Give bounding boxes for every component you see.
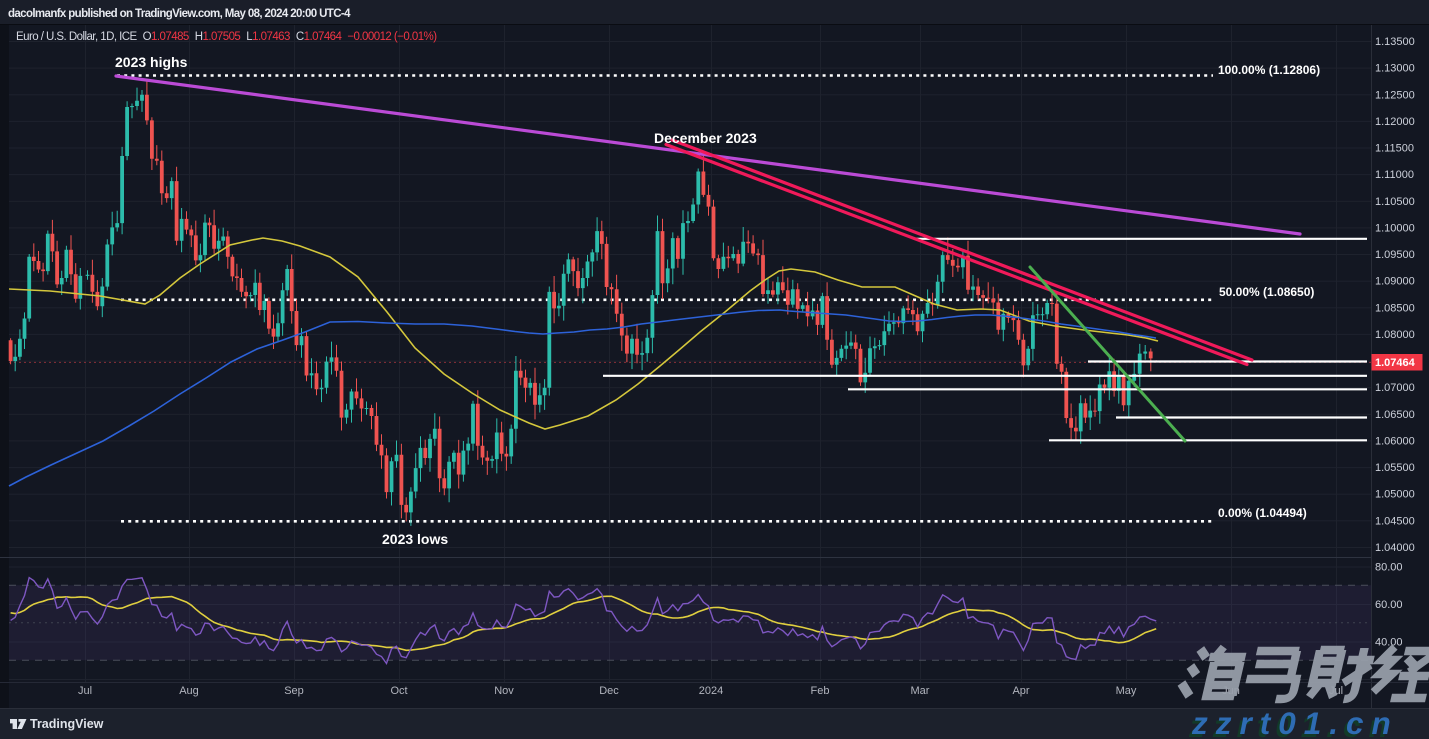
svg-text:Mar: Mar — [911, 685, 930, 697]
svg-text:Aug: Aug — [179, 685, 199, 697]
svg-text:Feb: Feb — [811, 685, 830, 697]
svg-text:1.13500: 1.13500 — [1375, 36, 1415, 48]
svg-text:1.05000: 1.05000 — [1375, 489, 1415, 501]
svg-text:December 2023: December 2023 — [654, 130, 757, 146]
svg-text:zzrt01.cn: zzrt01.cn — [1188, 708, 1396, 739]
svg-text:1.09000: 1.09000 — [1375, 276, 1415, 288]
svg-text:1.07464: 1.07464 — [1375, 357, 1416, 369]
svg-text:2024: 2024 — [699, 685, 723, 697]
svg-text:Jul: Jul — [78, 685, 92, 697]
svg-text:dacolmanfx published on Tradin: dacolmanfx published on TradingView.com,… — [8, 8, 351, 20]
svg-text:1.04500: 1.04500 — [1375, 515, 1415, 527]
svg-text:1.11500: 1.11500 — [1375, 143, 1414, 155]
svg-text:1.08500: 1.08500 — [1375, 302, 1415, 314]
svg-text:1.04000: 1.04000 — [1375, 542, 1415, 554]
svg-text:1.06500: 1.06500 — [1375, 409, 1415, 421]
svg-text:1.07000: 1.07000 — [1375, 382, 1415, 394]
svg-text:1.06000: 1.06000 — [1375, 435, 1415, 447]
svg-text:zzrt01.cn: zzrt01.cn — [1191, 705, 1399, 739]
svg-text:Oct: Oct — [390, 685, 407, 697]
svg-text:Sep: Sep — [284, 685, 304, 697]
svg-text:Apr: Apr — [1012, 685, 1029, 697]
svg-text:100.00% (1.12806): 100.00% (1.12806) — [1218, 63, 1320, 77]
svg-text:1.11000: 1.11000 — [1375, 169, 1414, 181]
svg-text:0.00% (1.04494): 0.00% (1.04494) — [1218, 506, 1307, 520]
svg-text:TradingView: TradingView — [30, 717, 104, 731]
svg-text:1.13000: 1.13000 — [1375, 63, 1415, 75]
svg-text:1.10500: 1.10500 — [1375, 196, 1415, 208]
svg-text:1.12500: 1.12500 — [1375, 89, 1415, 101]
svg-text:60.00: 60.00 — [1375, 599, 1403, 611]
svg-text:1.12000: 1.12000 — [1375, 116, 1415, 128]
svg-text:1.10000: 1.10000 — [1375, 222, 1415, 234]
svg-text:40.00: 40.00 — [1375, 637, 1403, 649]
svg-text:1.09500: 1.09500 — [1375, 249, 1415, 261]
svg-text:1.08000: 1.08000 — [1375, 329, 1415, 341]
svg-text:2023 lows: 2023 lows — [382, 531, 448, 547]
svg-text:2023 highs: 2023 highs — [115, 54, 188, 70]
svg-text:Dec: Dec — [599, 685, 619, 697]
svg-text:50.00% (1.08650): 50.00% (1.08650) — [1219, 285, 1314, 299]
svg-text:80.00: 80.00 — [1375, 562, 1403, 574]
svg-text:1.05500: 1.05500 — [1375, 462, 1415, 474]
svg-text:Nov: Nov — [494, 685, 514, 697]
svg-text:May: May — [1116, 685, 1137, 697]
